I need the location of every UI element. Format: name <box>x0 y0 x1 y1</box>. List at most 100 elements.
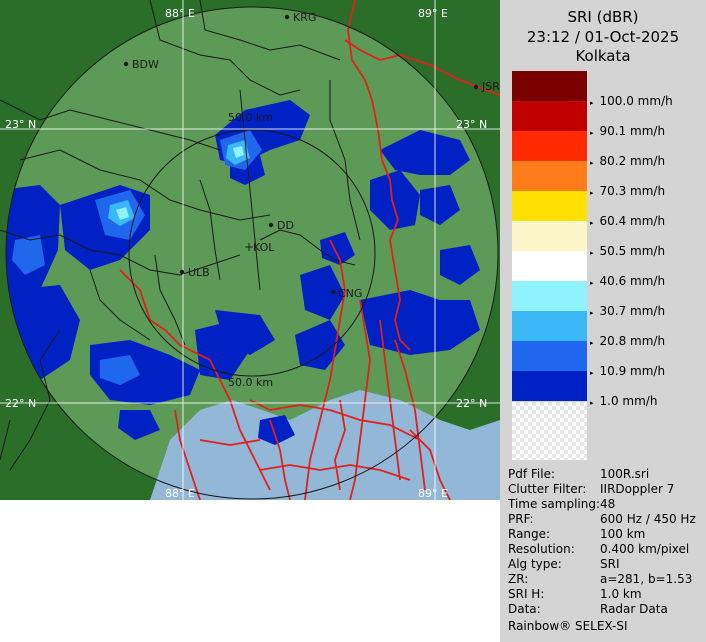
place-marker-jsr <box>473 84 479 90</box>
legend-swatch <box>512 341 587 371</box>
legend-label-text: 20.8 mm/h <box>599 334 666 348</box>
info-value: 48 <box>600 497 616 511</box>
legend-label: ▸ 1.0 mm/h <box>590 394 657 408</box>
legend-tick-icon: ▸ <box>590 309 594 317</box>
legend-swatch <box>512 161 587 191</box>
longitude-label-88: 88° E <box>165 7 195 20</box>
place-label-jsr: JSR <box>481 80 500 93</box>
datetime-title: 23:12 / 01-Oct-2025 <box>526 28 680 46</box>
legend-label: ▸ 100.0 mm/h <box>590 94 673 108</box>
legend-label: ▸ 80.2 mm/h <box>590 154 665 168</box>
place-label-dd: DD <box>277 219 294 232</box>
legend-swatch <box>512 131 587 161</box>
legend-swatch <box>512 311 587 341</box>
legend-tick-icon: ▸ <box>590 129 594 137</box>
info-key: Pdf File: <box>508 467 556 481</box>
legend-label-text: 70.3 mm/h <box>599 184 666 198</box>
legend-label-text: 50.5 mm/h <box>599 244 666 258</box>
legend-label-text: 90.1 mm/h <box>599 124 666 138</box>
range-ring-label-south: 50.0 km <box>228 376 273 389</box>
latitude-label-22: 22° N <box>5 397 36 410</box>
legend-tick-icon: ▸ <box>590 189 594 197</box>
info-key: Clutter Filter: <box>508 482 587 496</box>
legend-label-text: 1.0 mm/h <box>599 394 658 408</box>
latitude-label-22-right: 22° N <box>456 397 487 410</box>
place-label-ulb: ULB <box>188 266 210 279</box>
legend-swatch <box>512 251 587 281</box>
longitude-label-89: 89° E <box>418 7 448 20</box>
place-marker-bdw <box>123 61 129 67</box>
legend-swatch <box>512 281 587 311</box>
legend-label-text: 10.9 mm/h <box>599 364 666 378</box>
legend-swatch <box>512 371 587 401</box>
info-value: 1.0 km <box>600 587 642 601</box>
legend-label-text: 80.2 mm/h <box>599 154 666 168</box>
info-key: PRF: <box>508 512 534 526</box>
info-value: Radar Data <box>600 602 668 616</box>
place-marker-krg <box>284 14 290 20</box>
place-marker-dd <box>268 222 274 228</box>
latitude-label-23: 23° N <box>5 118 36 131</box>
info-key: Alg type: <box>508 557 562 571</box>
legend-tick-icon: ▸ <box>590 369 594 377</box>
place-marker-cng <box>330 289 336 295</box>
legend-tick-icon: ▸ <box>590 159 594 167</box>
legend-tick-icon: ▸ <box>590 399 594 407</box>
legend-tick-icon: ▸ <box>590 99 594 107</box>
info-key: SRI H: <box>508 587 545 601</box>
place-label-bdw: BDW <box>132 58 159 71</box>
no-data-swatch <box>512 402 587 460</box>
info-value: 100R.sri <box>600 467 650 481</box>
legend-label: ▸ 30.7 mm/h <box>590 304 665 318</box>
radar-map: 88° E 89° E 88° E 89° E 23° N 23° N 22° … <box>0 0 501 501</box>
info-key: ZR: <box>508 572 529 586</box>
legend-label: ▸ 20.8 mm/h <box>590 334 665 348</box>
legend-tick-icon: ▸ <box>590 339 594 347</box>
info-value: 0.400 km/pixel <box>600 542 690 556</box>
place-marker-ulb <box>179 269 185 275</box>
legend-swatch <box>512 101 587 131</box>
info-key: Range: <box>508 527 551 541</box>
legend-tick-icon: ▸ <box>590 219 594 227</box>
place-label-cng: CNG <box>338 287 362 300</box>
legend-label: ▸ 70.3 mm/h <box>590 184 665 198</box>
district-boundaries <box>0 0 361 471</box>
info-key: Data: <box>508 602 541 616</box>
rivers-and-border <box>119 0 501 501</box>
graticule <box>0 0 500 500</box>
longitude-label-88-bottom: 88° E <box>165 487 195 500</box>
longitude-label-89-bottom: 89° E <box>418 487 448 500</box>
legend-tick-icon: ▸ <box>590 279 594 287</box>
legend-label: ▸ 60.4 mm/h <box>590 214 665 228</box>
legend-label-text: 60.4 mm/h <box>599 214 666 228</box>
info-key: Resolution: <box>508 542 575 556</box>
info-value: SRI <box>600 557 620 571</box>
station-title: Kolkata <box>575 47 631 65</box>
place-label-krg: KRG <box>293 11 316 24</box>
legend-label: ▸ 40.6 mm/h <box>590 274 665 288</box>
legend-swatch <box>512 191 587 221</box>
legend-label-text: 100.0 mm/h <box>599 94 673 108</box>
info-panel: SRI (dBR) 23:12 / 01-Oct-2025 Kolkata ▸ 1… <box>500 0 706 642</box>
legend-swatch <box>512 221 587 251</box>
legend-label: ▸ 10.9 mm/h <box>590 364 665 378</box>
brand-label: Rainbow® SELEX-SI <box>508 619 628 633</box>
radar-site-marker: + <box>244 240 254 254</box>
info-key: Time sampling: <box>508 497 601 511</box>
legend-tick-icon: ▸ <box>590 249 594 257</box>
place-label-kol: KOL <box>253 241 275 254</box>
legend-label: ▸ 50.5 mm/h <box>590 244 665 258</box>
legend-label: ▸ 90.1 mm/h <box>590 124 665 138</box>
range-ring-label-north: 50.0 km <box>228 111 273 124</box>
info-value: IIRDoppler 7 <box>600 482 675 496</box>
color-legend <box>512 71 587 401</box>
info-value: a=281, b=1.53 <box>600 572 693 586</box>
legend-swatch <box>512 71 587 101</box>
info-value: 100 km <box>600 527 646 541</box>
legend-label-text: 30.7 mm/h <box>599 304 666 318</box>
info-value: 600 Hz / 450 Hz <box>600 512 696 526</box>
range-rings <box>5 6 499 500</box>
legend-label-text: 40.6 mm/h <box>599 274 666 288</box>
product-title: SRI (dBR) <box>567 8 639 26</box>
latitude-label-23-right: 23° N <box>456 118 487 131</box>
